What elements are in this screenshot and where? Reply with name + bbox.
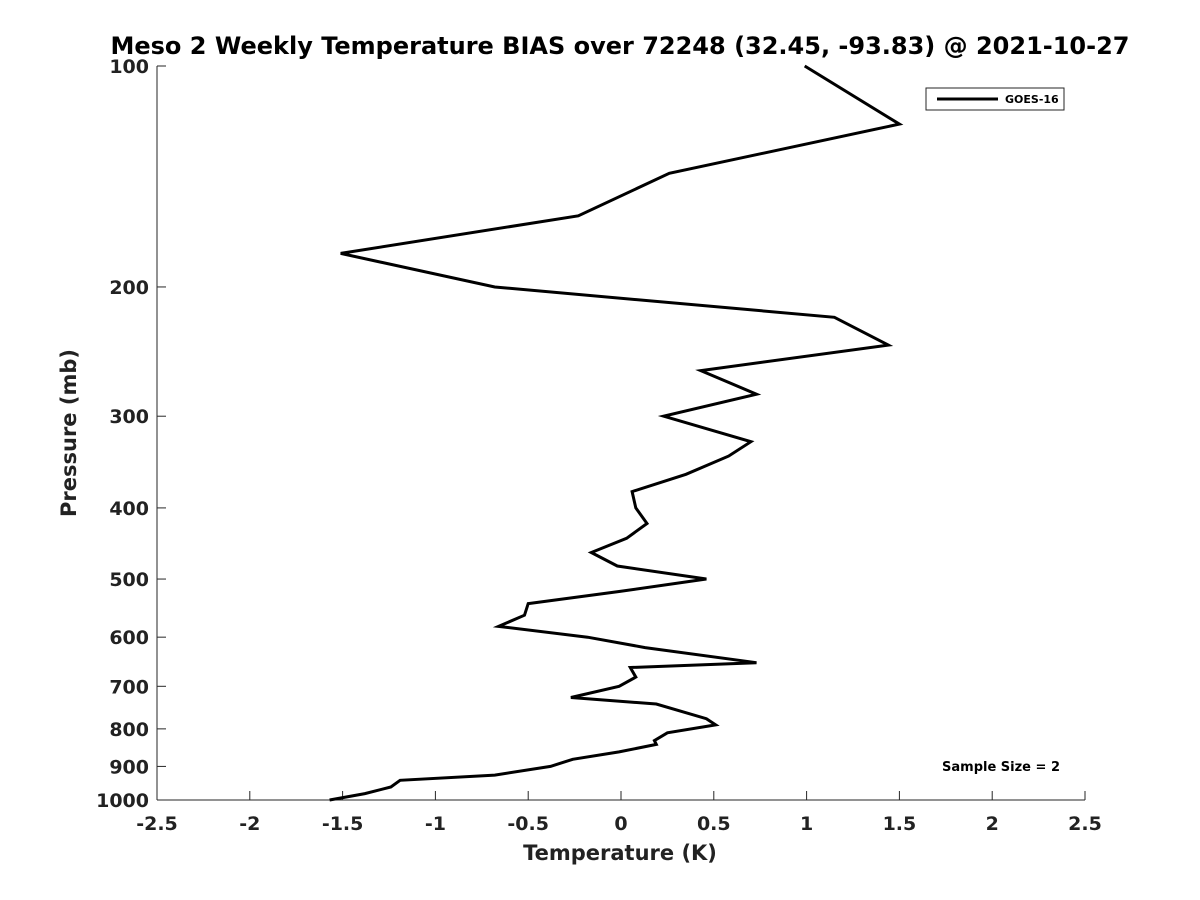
x-tick-label: 1.5 [883, 813, 917, 835]
x-tick-label: -1 [425, 813, 446, 835]
y-tick-label: 600 [109, 627, 149, 649]
x-ticks: -2.5 -2 -1.5 -1 -0.5 0 0.5 1 1.5 2 2.5 [136, 791, 1102, 835]
plot-area [156, 66, 1085, 801]
chart-title: Meso 2 Weekly Temperature BIAS over 7224… [110, 32, 1129, 60]
y-tick-label: 1000 [96, 790, 149, 812]
y-axis-label: Pressure (mb) [57, 349, 81, 517]
series-line-goes-16 [329, 64, 904, 802]
legend: GOES-16 [925, 87, 1065, 111]
x-tick-label: 2.5 [1068, 813, 1102, 835]
y-tick-label: 800 [109, 719, 149, 741]
x-tick-label: -1.5 [322, 813, 364, 835]
x-tick-label: -0.5 [507, 813, 549, 835]
x-tick-label: -2.5 [136, 813, 178, 835]
y-tick-label: 900 [109, 756, 149, 778]
series-layer [329, 64, 904, 802]
y-tick-label: 300 [109, 406, 149, 428]
y-tick-label: 500 [109, 569, 149, 591]
y-ticks: 100 200 300 400 500 600 700 800 900 1000 [96, 56, 166, 812]
x-axis-label: Temperature (K) [523, 841, 717, 865]
y-tick-label: 700 [109, 676, 149, 698]
x-tick-label: 0 [614, 813, 627, 835]
legend-label-goes-16: GOES-16 [1005, 93, 1059, 106]
x-tick-label: 0.5 [697, 813, 731, 835]
y-tick-label: 100 [109, 56, 149, 78]
sample-size-note: Sample Size = 2 [942, 760, 1060, 775]
x-tick-label: -2 [239, 813, 260, 835]
x-tick-label: 2 [986, 813, 999, 835]
x-tick-label: 1 [800, 813, 813, 835]
y-tick-label: 200 [109, 277, 149, 299]
y-tick-label: 400 [109, 498, 149, 520]
